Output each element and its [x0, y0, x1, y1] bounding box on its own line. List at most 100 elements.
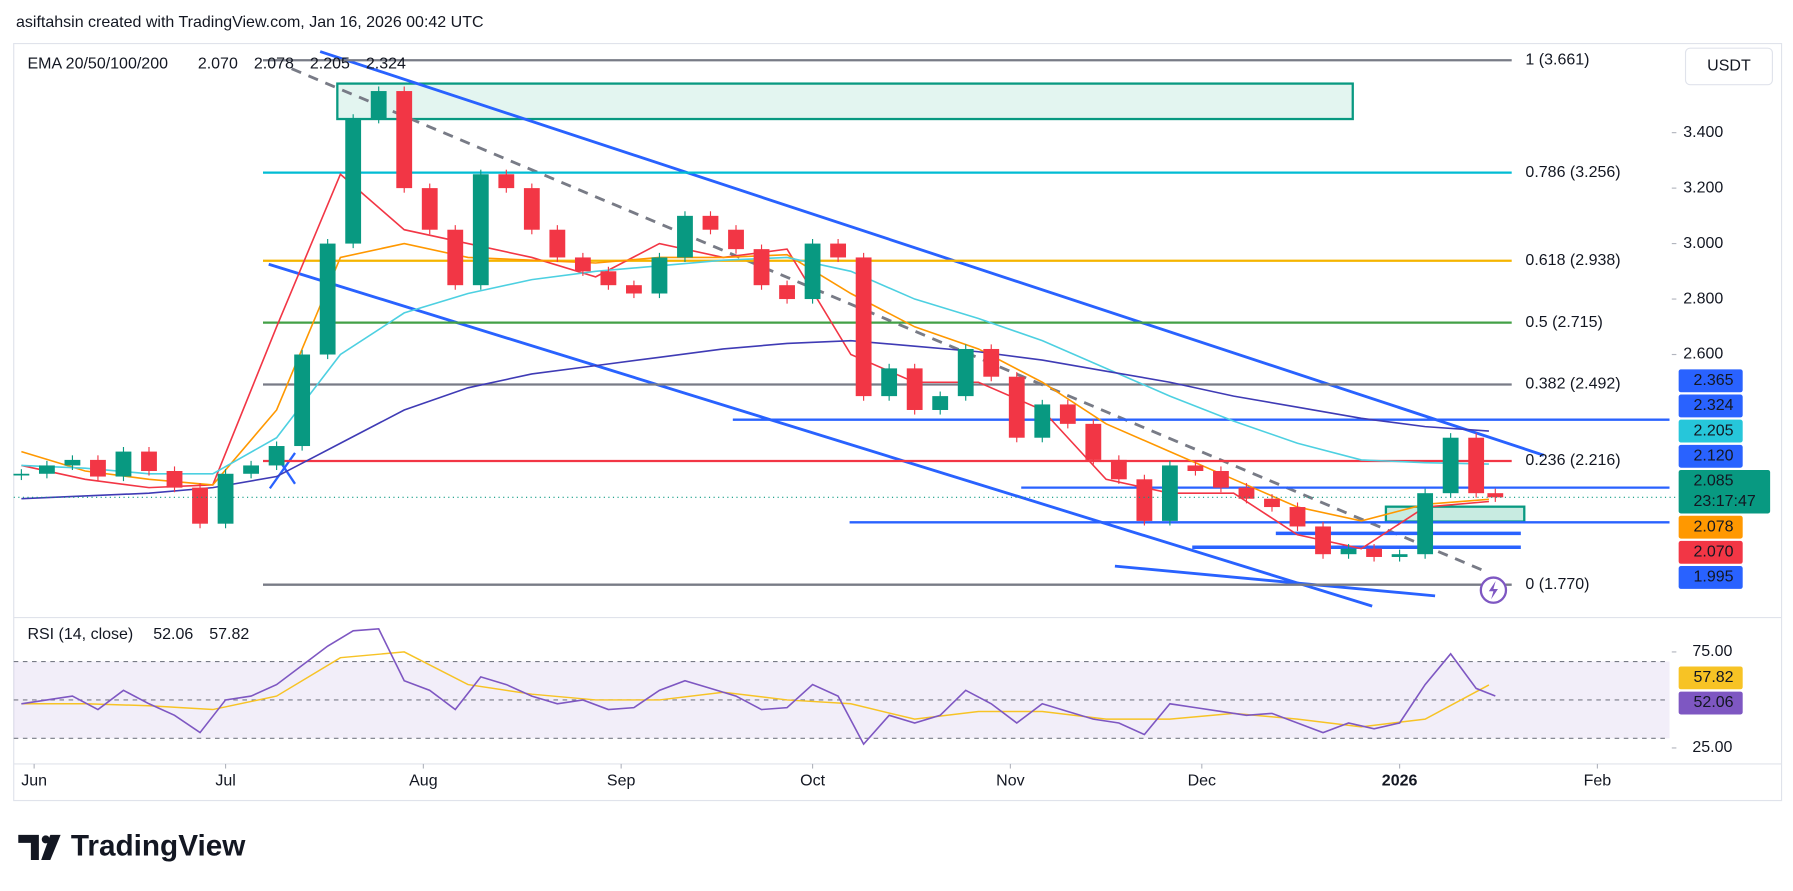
price-badge [1678, 566, 1743, 589]
candle-body [115, 451, 132, 477]
candle-body [141, 451, 157, 471]
legend-title: EMA 20/50/100/200 [27, 55, 168, 72]
rsi-tick-label: 75.00 [1692, 643, 1732, 660]
candle-body [421, 188, 438, 230]
candle-body [1238, 487, 1255, 499]
candle-body [1187, 465, 1204, 471]
supply-zone [336, 82, 1354, 121]
candle-body [1487, 493, 1504, 498]
alert-icon-bolt [1488, 581, 1498, 600]
candle-body [345, 118, 362, 244]
price-badge [1678, 369, 1743, 393]
candle-body [1315, 526, 1331, 555]
candle-body [396, 91, 413, 189]
candle-body [804, 243, 821, 300]
price-badge-label: 2.365 [1694, 372, 1734, 389]
chart-frame [13, 42, 1783, 802]
price-badge-label: 2.078 [1694, 518, 1734, 535]
candle-body [1136, 479, 1153, 521]
candle-body [1110, 459, 1127, 480]
y-tick-label: 2.600 [1683, 346, 1723, 363]
candle-body [447, 229, 464, 286]
legend-value: 2.205 [310, 55, 350, 72]
x-tick-label: Aug [409, 772, 437, 789]
candle-body [64, 459, 81, 466]
rsi-ma-badge-label: 57.82 [1694, 669, 1734, 686]
rsi-line [21, 628, 1496, 746]
legend-value: 2.324 [366, 55, 406, 72]
candle-body [574, 257, 591, 272]
price-badge [1678, 469, 1771, 514]
countdown: 23:17:47 [1694, 493, 1756, 510]
rsi-badge [1678, 691, 1743, 715]
candle-body [1366, 548, 1382, 557]
brand-logo [18, 834, 61, 861]
price-badge [1678, 419, 1743, 443]
candle-body [1059, 404, 1076, 424]
x-tick-label: Jul [215, 772, 235, 789]
candle-body [1442, 437, 1459, 494]
fib-label: 0.5 (2.715) [1525, 314, 1602, 331]
fib-label: 0.236 (2.216) [1525, 452, 1620, 469]
candle-body [702, 215, 719, 230]
rsi-tick-label: 25.00 [1692, 739, 1732, 756]
cross-mark [268, 452, 296, 490]
currency: USDT [1707, 58, 1751, 75]
candle-body [957, 348, 974, 397]
candle-body [294, 354, 311, 447]
candle-body [830, 243, 847, 258]
fib-label: 0.382 (2.492) [1525, 376, 1620, 393]
candle-body [1034, 404, 1051, 438]
rsi-badge-label: 52.06 [1694, 694, 1734, 711]
candle-body [268, 446, 285, 466]
price-badge [1678, 515, 1743, 539]
legend-value: 2.070 [198, 55, 238, 72]
candle-body [1391, 554, 1408, 557]
candle-body [651, 257, 668, 294]
candle-body [523, 188, 540, 230]
candle-body [1008, 376, 1025, 438]
candle-body [855, 257, 872, 397]
candle-body [1417, 493, 1434, 555]
y-tick-label: 3.200 [1683, 179, 1723, 196]
candle-body [166, 470, 183, 488]
price-badge-label: 2.085 [1694, 473, 1734, 490]
price-badge [1678, 540, 1743, 564]
candle-body [881, 368, 898, 397]
candle-body [472, 174, 489, 286]
candle-body [1468, 437, 1485, 494]
channel-lower [268, 262, 1373, 608]
y-tick-label: 3.400 [1683, 124, 1723, 141]
candle-body [677, 215, 693, 258]
fib-label: 0.786 (3.256) [1525, 164, 1620, 181]
ema-line [21, 339, 1489, 500]
candle-body [498, 174, 515, 189]
candle-body [217, 473, 234, 524]
x-tick-label: Feb [1584, 772, 1612, 789]
x-tick-label: Oct [800, 772, 825, 789]
candle-body [319, 243, 336, 355]
price-badge-label: 1.995 [1694, 569, 1734, 586]
support-trendline [1114, 564, 1436, 598]
candle-body [1085, 423, 1102, 460]
x-tick-label: 2026 [1382, 772, 1418, 789]
price-badge-label: 2.205 [1694, 422, 1734, 439]
currency-box[interactable] [1684, 47, 1773, 86]
candle-body [38, 465, 55, 474]
candle-body [779, 285, 795, 300]
candle-body [932, 396, 949, 410]
candle-body [90, 459, 106, 477]
candle-body [1340, 548, 1357, 555]
candle-body [549, 229, 566, 258]
brand: TradingView [71, 829, 246, 862]
candle-body [1264, 498, 1280, 508]
fib-label: 0 (1.770) [1525, 576, 1589, 593]
rsi-ma-value: 57.82 [209, 626, 249, 643]
price-badge-label: 2.120 [1694, 447, 1734, 464]
rsi-value: 52.06 [153, 626, 193, 643]
candle-body [1213, 470, 1229, 488]
candle-body [243, 465, 259, 474]
y-tick-label: 3.000 [1683, 235, 1723, 252]
